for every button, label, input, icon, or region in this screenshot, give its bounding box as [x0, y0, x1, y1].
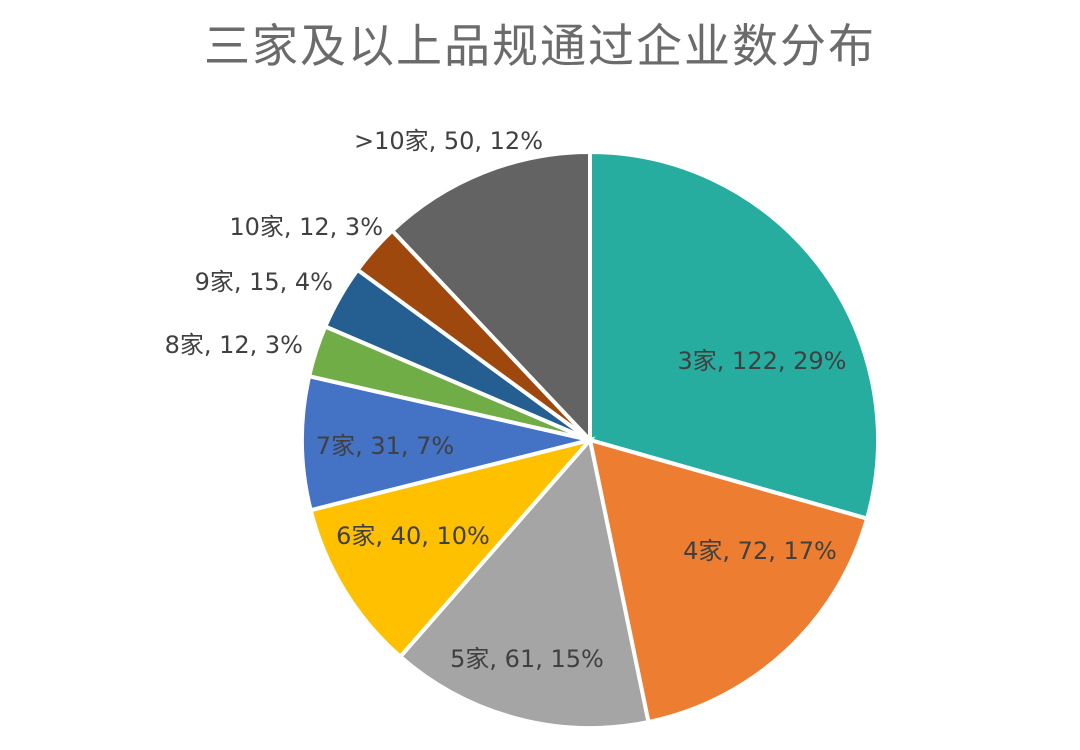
pie-labels: 3家, 122, 29% 4家, 72, 17% 5家, 61, 15% 6家, 40…	[165, 127, 847, 673]
pie-slice-3	[397, 435, 651, 730]
pie-data-label-2: 4家, 72, 17%	[683, 537, 837, 565]
pie-data-label-8: 10家, 12, 3%	[229, 213, 383, 241]
pie-data-label-1: 3家, 122, 29%	[678, 347, 847, 375]
pie-data-label-9: >10家, 50, 12%	[354, 127, 543, 155]
pie-data-label-6: 8家, 12, 3%	[165, 331, 303, 359]
pie-data-label-4: 6家, 40, 10%	[336, 522, 490, 550]
chart-title: 三家及以上品规通过企业数分布	[204, 19, 876, 73]
pie-slice-1	[588, 149, 880, 522]
pie-data-label-3: 5家, 61, 15%	[450, 645, 604, 673]
pie-slices	[300, 149, 880, 730]
pie-slice-9	[389, 149, 592, 446]
pie-data-label-7: 9家, 15, 4%	[195, 268, 333, 296]
pie-data-label-5: 7家, 31, 7%	[316, 432, 454, 460]
pie-slice-5	[300, 373, 591, 513]
pie-slice-2	[587, 437, 870, 725]
